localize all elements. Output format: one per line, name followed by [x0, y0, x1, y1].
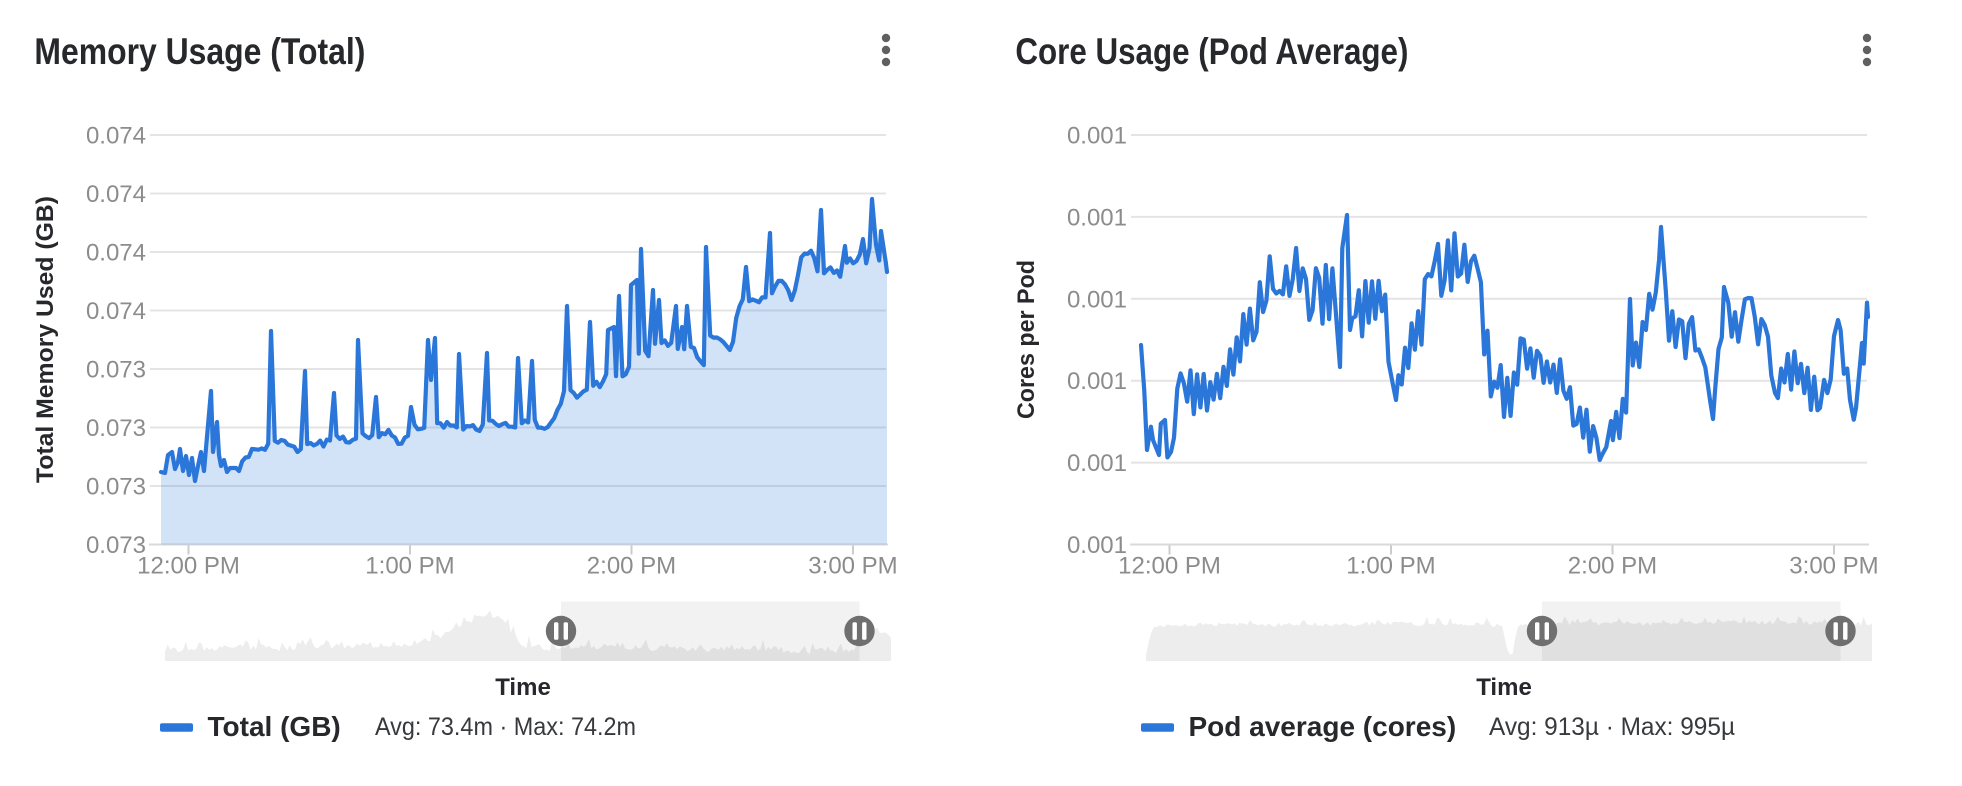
- svg-text:0.001: 0.001: [1067, 286, 1127, 313]
- svg-text:Total (GB): Total (GB): [208, 711, 341, 742]
- svg-text:Memory Usage (Total): Memory Usage (Total): [34, 31, 365, 72]
- svg-text:0.074: 0.074: [86, 298, 146, 325]
- svg-text:2:00 PM: 2:00 PM: [1568, 553, 1657, 580]
- svg-text:3:00 PM: 3:00 PM: [808, 553, 897, 580]
- svg-text:Total Memory Used (GB): Total Memory Used (GB): [32, 196, 59, 483]
- svg-text:Cores per Pod: Cores per Pod: [1013, 260, 1040, 419]
- svg-text:1:00 PM: 1:00 PM: [365, 553, 454, 580]
- svg-text:Core Usage (Pod Average): Core Usage (Pod Average): [1015, 31, 1408, 72]
- svg-text:0.001: 0.001: [1067, 204, 1127, 231]
- svg-text:Pod average (cores): Pod average (cores): [1189, 711, 1457, 742]
- svg-text:0.074: 0.074: [86, 240, 146, 267]
- svg-text:0.073: 0.073: [86, 474, 146, 501]
- svg-text:Avg: 73.4m · Max: 74.2m: Avg: 73.4m · Max: 74.2m: [375, 713, 636, 741]
- svg-text:0.073: 0.073: [86, 415, 146, 442]
- svg-text:Time: Time: [495, 674, 551, 701]
- svg-text:12:00 PM: 12:00 PM: [1118, 553, 1221, 580]
- svg-text:0.073: 0.073: [86, 532, 146, 559]
- svg-text:0.001: 0.001: [1067, 368, 1127, 395]
- svg-text:1:00 PM: 1:00 PM: [1346, 553, 1435, 580]
- svg-text:2:00 PM: 2:00 PM: [587, 553, 676, 580]
- svg-text:0.074: 0.074: [86, 123, 146, 150]
- svg-text:0.001: 0.001: [1067, 532, 1127, 559]
- svg-text:Time: Time: [1476, 674, 1532, 701]
- svg-text:0.001: 0.001: [1067, 123, 1127, 150]
- svg-text:3:00 PM: 3:00 PM: [1789, 553, 1878, 580]
- svg-text:0.001: 0.001: [1067, 450, 1127, 477]
- svg-text:12:00 PM: 12:00 PM: [137, 553, 240, 580]
- svg-text:0.073: 0.073: [86, 357, 146, 384]
- svg-text:0.074: 0.074: [86, 181, 146, 208]
- svg-text:Avg: 913µ · Max: 995µ: Avg: 913µ · Max: 995µ: [1489, 713, 1735, 741]
